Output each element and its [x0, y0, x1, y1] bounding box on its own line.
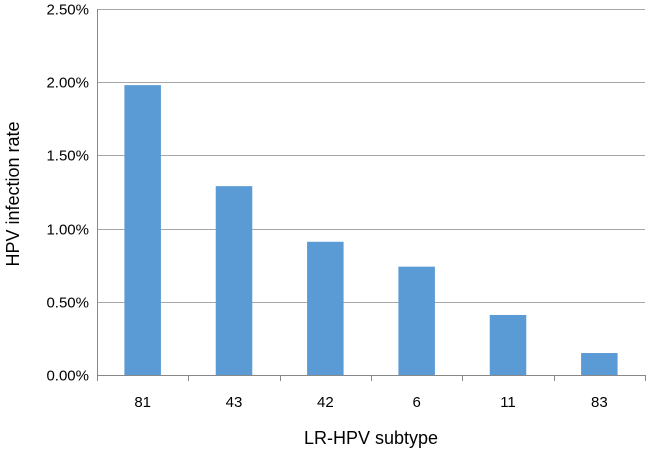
axes — [97, 9, 646, 381]
bars — [124, 85, 618, 376]
x-tick-labels: 81 43 42 6 11 83 — [134, 394, 607, 411]
bar-81 — [124, 85, 161, 376]
y-tick-label: 0.00% — [46, 368, 89, 385]
x-tick-label: 43 — [226, 394, 243, 411]
x-tick-label: 83 — [591, 394, 608, 411]
bar-6 — [398, 266, 435, 375]
y-tick-labels: 0.00% 0.50% 1.00% 1.50% 2.00% 2.50% — [46, 2, 89, 385]
bar-43 — [215, 186, 253, 375]
gridlines — [97, 9, 645, 303]
y-axis-title: HPV infection rate — [3, 121, 23, 266]
y-tick-label: 1.50% — [46, 148, 89, 165]
x-tick-label: 11 — [500, 394, 516, 411]
y-tick-label: 2.50% — [46, 2, 89, 19]
x-tick-label: 42 — [317, 394, 334, 411]
bar-42 — [307, 241, 344, 375]
x-tick-label: 6 — [412, 394, 420, 411]
y-tick-label: 1.00% — [46, 222, 89, 239]
y-tick-label: 2.00% — [46, 75, 89, 92]
y-tick-label: 0.50% — [46, 295, 89, 312]
bar-83 — [581, 353, 618, 375]
x-tick-label: 81 — [134, 394, 151, 411]
bar-11 — [489, 314, 527, 375]
x-axis-title: LR-HPV subtype — [304, 428, 438, 448]
